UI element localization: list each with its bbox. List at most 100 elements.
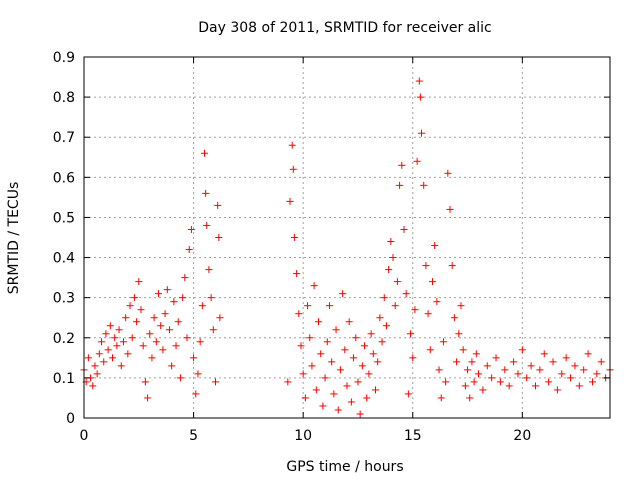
data-point: [356, 410, 364, 418]
data-point: [389, 254, 397, 262]
data-point: [404, 390, 412, 398]
data-point: [505, 382, 513, 390]
data-point: [308, 362, 316, 370]
x-tick-label: 20: [513, 428, 531, 444]
data-point: [128, 334, 136, 342]
data-point: [424, 310, 432, 318]
data-point: [444, 169, 452, 177]
data-point: [479, 386, 487, 394]
y-tick-label: 0.3: [53, 291, 75, 307]
data-point: [137, 306, 145, 314]
data-point: [323, 338, 331, 346]
data-point: [347, 398, 355, 406]
data-point: [422, 262, 430, 270]
data-point: [330, 390, 338, 398]
data-point: [299, 370, 307, 378]
data-point: [510, 358, 518, 366]
data-point: [396, 181, 404, 189]
data-point: [527, 362, 535, 370]
data-point: [435, 366, 443, 374]
data-point: [549, 358, 557, 366]
data-point: [380, 294, 388, 302]
x-tick-label: 10: [294, 428, 312, 444]
data-point: [179, 294, 187, 302]
data-point: [354, 378, 362, 386]
data-point: [152, 338, 160, 346]
data-point: [194, 370, 202, 378]
x-tick-label: 5: [189, 428, 198, 444]
data-point: [215, 234, 223, 241]
data-point: [472, 350, 480, 358]
data-point: [286, 197, 294, 205]
y-axis-label: SRMTID / TECUs: [6, 182, 22, 295]
data-point: [466, 394, 474, 402]
data-point: [91, 362, 99, 370]
y-tick-label: 0.2: [53, 331, 75, 347]
data-point: [369, 350, 377, 358]
data-point: [418, 129, 426, 137]
data-point: [367, 330, 375, 338]
x-tick-label: 15: [404, 428, 422, 444]
data-point: [341, 346, 349, 354]
data-point: [317, 350, 325, 358]
data-point: [350, 354, 358, 362]
data-point: [135, 278, 143, 286]
data-point: [181, 274, 189, 282]
data-point: [365, 370, 373, 378]
data-point: [361, 342, 369, 350]
data-point: [325, 302, 333, 310]
data-point: [124, 350, 132, 358]
data-point: [488, 374, 496, 382]
data-point: [426, 346, 434, 354]
data-point: [376, 314, 384, 322]
tick-labels: 0 0.1 0.2 0.3 0.4 0.5 0.6 0.7 0.8 0.9 0 5 10 15 20: [53, 50, 610, 444]
data-point: [141, 378, 149, 386]
data-point: [393, 278, 401, 286]
data-point: [113, 342, 121, 350]
data-point: [122, 314, 130, 322]
data-point: [306, 334, 314, 342]
data-point: [190, 354, 198, 362]
data-point: [363, 394, 371, 402]
data-point: [523, 374, 531, 382]
data-point: [111, 334, 119, 342]
data-point: [315, 318, 323, 326]
data-point: [374, 358, 382, 366]
data-point: [89, 382, 97, 390]
data-point: [402, 290, 410, 298]
data-point: [567, 374, 575, 382]
data-point: [558, 370, 566, 378]
data-point: [448, 262, 456, 270]
data-point: [161, 310, 169, 318]
axes: [83, 56, 611, 419]
data-point: [289, 165, 297, 173]
data-point: [387, 238, 395, 246]
data-point: [461, 382, 469, 390]
data-point: [483, 362, 491, 370]
data-point: [411, 306, 419, 314]
data-point: [183, 334, 191, 342]
data-point: [148, 354, 156, 362]
data-point: [170, 298, 178, 306]
data-point: [446, 205, 454, 213]
data-point: [198, 302, 206, 310]
data-point: [385, 266, 393, 274]
data-point: [571, 362, 579, 370]
data-point: [415, 77, 423, 85]
data-point: [104, 346, 112, 354]
data-point: [301, 394, 309, 402]
data-point: [575, 382, 583, 390]
data-point: [212, 378, 219, 386]
data-point: [157, 322, 165, 330]
data-point: [400, 225, 408, 233]
data-point: [150, 314, 158, 322]
data-point: [382, 322, 390, 330]
data-point: [297, 342, 305, 350]
data-point: [168, 362, 176, 370]
data-point: [437, 394, 445, 402]
data-point: [328, 358, 336, 366]
data-point: [95, 350, 103, 358]
data-point: [133, 318, 141, 326]
data-point: [343, 382, 351, 390]
